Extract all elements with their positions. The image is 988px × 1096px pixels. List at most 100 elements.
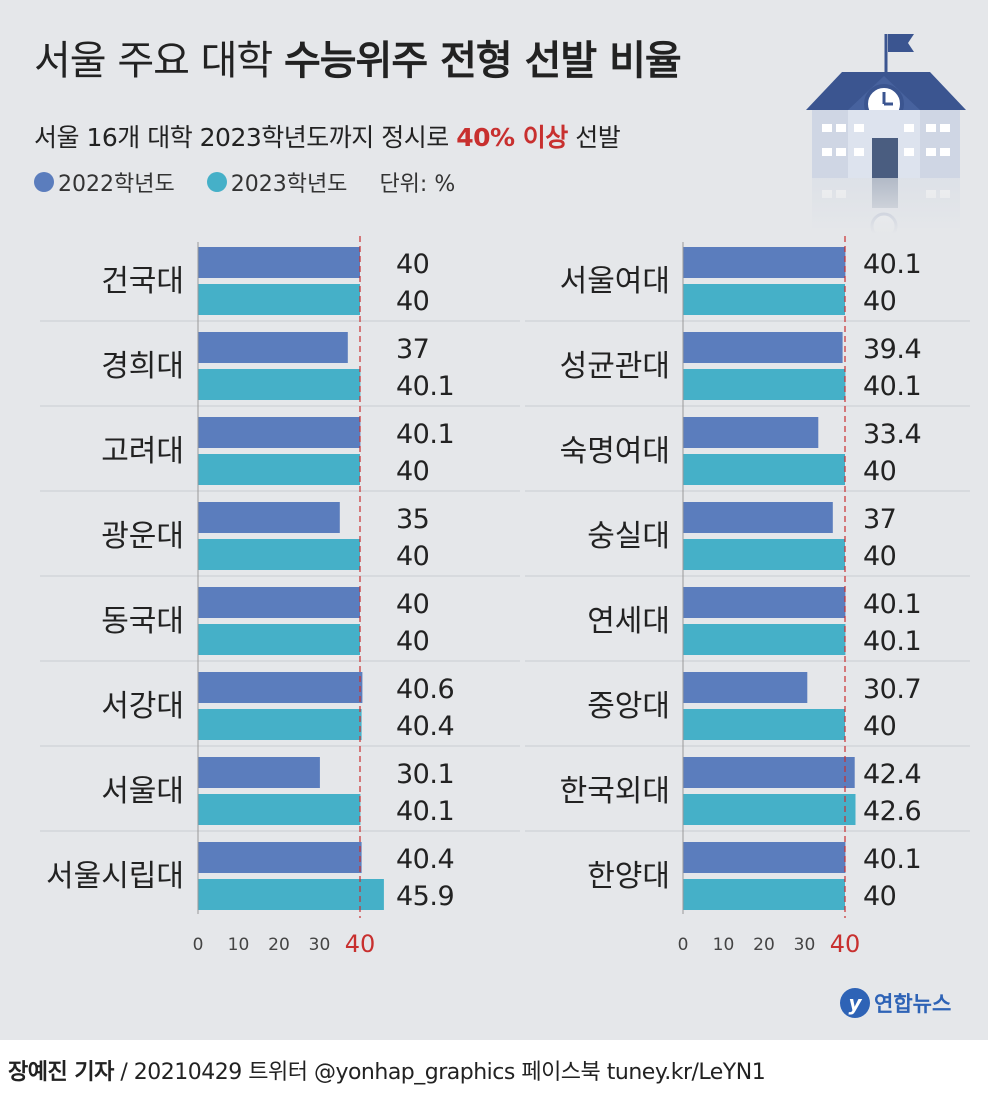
bar-2022 bbox=[683, 502, 833, 533]
subtitle-pre: 서울 16개 대학 2023학년도까지 정시로 bbox=[34, 123, 449, 152]
category-label: 경희대 bbox=[101, 349, 184, 384]
bar-2023 bbox=[683, 454, 845, 485]
x-tick-label: 10 bbox=[228, 935, 250, 955]
bar-2022 bbox=[683, 417, 819, 448]
value-label-2023: 40 bbox=[863, 881, 896, 912]
bar-2023 bbox=[198, 709, 362, 740]
subtitle-post: 선발 bbox=[575, 123, 621, 152]
category-label: 고려대 bbox=[101, 434, 184, 469]
category-label: 서강대 bbox=[101, 689, 184, 724]
bar-2022 bbox=[683, 672, 808, 703]
value-label-2022: 39.4 bbox=[863, 334, 921, 365]
bar-2022 bbox=[198, 417, 361, 448]
bar-2022 bbox=[198, 842, 362, 873]
x-tick-label: 30 bbox=[309, 935, 331, 955]
bar-2022 bbox=[198, 502, 340, 533]
value-label-2023: 40 bbox=[863, 711, 896, 742]
value-label-2022: 30.1 bbox=[396, 759, 454, 790]
bar-2023 bbox=[683, 539, 845, 570]
value-label-2022: 37 bbox=[863, 504, 896, 535]
category-label: 성균관대 bbox=[560, 349, 670, 384]
category-label: 연세대 bbox=[587, 604, 670, 639]
bar-2023 bbox=[198, 539, 360, 570]
value-label-2022: 40.1 bbox=[396, 419, 454, 450]
value-label-2022: 40.6 bbox=[396, 674, 454, 705]
value-label-2022: 35 bbox=[396, 504, 429, 535]
bar-2023 bbox=[683, 794, 856, 825]
x-tick-label: 10 bbox=[713, 935, 735, 955]
category-label: 한국외대 bbox=[560, 774, 670, 809]
bar-2023 bbox=[198, 794, 361, 825]
value-label-2023: 40.1 bbox=[396, 371, 454, 402]
legend: 2022학년도 2023학년도 단위: % bbox=[34, 166, 487, 198]
bar-2023 bbox=[198, 284, 360, 315]
school-building-icon bbox=[806, 34, 966, 234]
yonhap-logo-icon: y bbox=[840, 988, 870, 1018]
bar-2023 bbox=[683, 709, 845, 740]
bar-2022 bbox=[683, 842, 846, 873]
value-label-2022: 37 bbox=[396, 334, 429, 365]
category-label: 서울시립대 bbox=[46, 859, 184, 894]
bar-2023 bbox=[198, 879, 384, 910]
bar-2022 bbox=[198, 587, 360, 618]
value-label-2022: 40.1 bbox=[863, 249, 921, 280]
legend-label-2022: 2022학년도 bbox=[58, 172, 175, 197]
bar-2022 bbox=[683, 247, 846, 278]
bar-2022 bbox=[683, 332, 843, 363]
legend-label-2023: 2023학년도 bbox=[230, 172, 348, 197]
value-label-2023: 40 bbox=[863, 456, 896, 487]
value-label-2022: 40 bbox=[396, 589, 429, 620]
bar-2023 bbox=[683, 369, 846, 400]
x-tick-label: 20 bbox=[268, 935, 290, 955]
x-tick-label: 20 bbox=[753, 935, 775, 955]
reference-tick-label: 40 bbox=[345, 930, 376, 958]
reference-tick-label: 40 bbox=[830, 930, 861, 958]
value-label-2023: 40 bbox=[396, 286, 429, 317]
legend-dot-2023-icon bbox=[206, 172, 227, 192]
bar-2023 bbox=[683, 284, 845, 315]
category-label: 숭실대 bbox=[587, 519, 670, 554]
category-label: 서울여대 bbox=[560, 264, 670, 299]
reporter-name: 장예진 기자 bbox=[8, 1060, 114, 1085]
value-label-2023: 40.1 bbox=[863, 626, 921, 657]
value-label-2023: 40 bbox=[396, 626, 429, 657]
bar-2023 bbox=[683, 624, 846, 655]
title-light: 서울 주요 대학 bbox=[34, 38, 273, 84]
bar-2022 bbox=[683, 587, 846, 618]
value-label-2023: 40 bbox=[863, 286, 896, 317]
bar-2023 bbox=[683, 879, 845, 910]
category-label: 동국대 bbox=[101, 604, 184, 639]
bar-2023 bbox=[198, 624, 360, 655]
value-label-2023: 45.9 bbox=[396, 881, 454, 912]
value-label-2023: 40 bbox=[396, 456, 429, 487]
category-label: 한양대 bbox=[587, 859, 670, 894]
legend-item-2022: 2022학년도 bbox=[34, 166, 175, 198]
value-label-2023: 40 bbox=[863, 541, 896, 572]
category-label: 숙명여대 bbox=[560, 434, 670, 469]
bar-2022 bbox=[198, 332, 348, 363]
value-label-2022: 33.4 bbox=[863, 419, 921, 450]
bar-2022 bbox=[198, 247, 360, 278]
legend-dot-2022-icon bbox=[34, 172, 54, 192]
title-bold: 수능위주 전형 선발 비율 bbox=[283, 38, 682, 84]
value-label-2023: 40.1 bbox=[863, 371, 921, 402]
value-label-2022: 40.1 bbox=[863, 589, 921, 620]
bar-2022 bbox=[198, 672, 363, 703]
category-label: 건국대 bbox=[101, 264, 184, 299]
bar-2022 bbox=[683, 757, 855, 788]
x-tick-label: 0 bbox=[678, 935, 689, 955]
x-tick-label: 0 bbox=[193, 935, 204, 955]
bar-2022 bbox=[198, 757, 320, 788]
value-label-2023: 40.1 bbox=[396, 796, 454, 827]
value-label-2022: 40.1 bbox=[863, 844, 921, 875]
category-label: 서울대 bbox=[101, 774, 184, 809]
value-label-2023: 42.6 bbox=[863, 796, 921, 827]
value-label-2023: 40 bbox=[396, 541, 429, 572]
legend-item-2023: 2023학년도 bbox=[206, 166, 348, 198]
credit-line: 장예진 기자 / 20210429 트위터 @yonhap_graphics 페… bbox=[8, 1054, 766, 1086]
bar-2023 bbox=[198, 454, 360, 485]
legend-unit: 단위: % bbox=[379, 172, 456, 197]
value-label-2022: 42.4 bbox=[863, 759, 921, 790]
brand-name: 연합뉴스 bbox=[874, 992, 952, 1016]
